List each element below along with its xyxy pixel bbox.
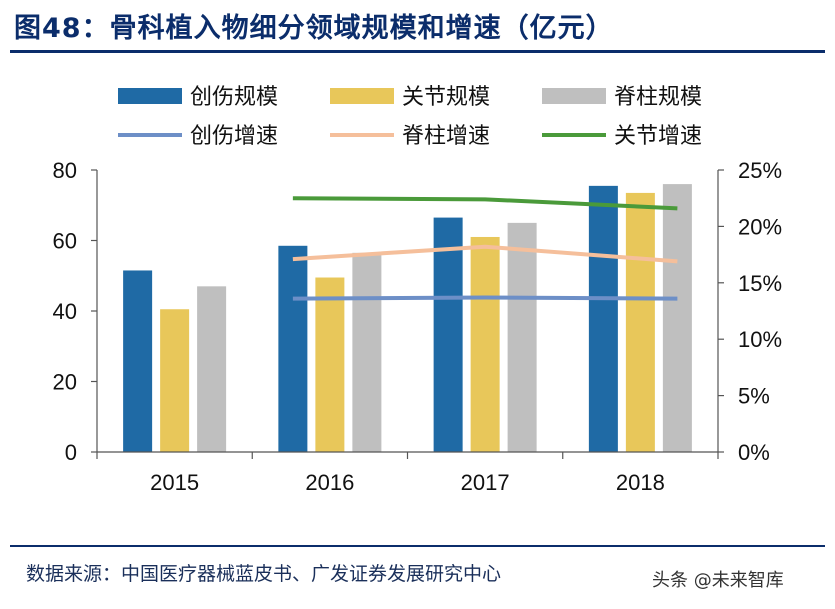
y-left-tick-label: 60 bbox=[53, 229, 77, 254]
bar-关节规模-2018 bbox=[625, 192, 655, 452]
legend-label-脊柱增速: 脊柱增速 bbox=[402, 124, 490, 149]
x-tick-label-2017: 2017 bbox=[461, 470, 510, 495]
chart-title: 图48：骨科植入物细分领域规模和增速（亿元） bbox=[14, 13, 614, 44]
axes: 0 20 40 60 80 0% 5% 10% 15% 20% 25% 2015 2016 2017 201… bbox=[53, 158, 783, 495]
x-tick-label-2018: 2018 bbox=[616, 470, 665, 495]
legend-label-创伤增速: 创伤增速 bbox=[190, 124, 278, 149]
bar-关节规模-2016 bbox=[315, 277, 345, 452]
bar-脊柱规模-2016 bbox=[352, 252, 382, 452]
bar-脊柱规模-2017 bbox=[507, 222, 537, 452]
bar-group bbox=[123, 184, 692, 453]
source-note: 数据来源：中国医疗器械蓝皮书、广发证券发展研究中心 bbox=[26, 563, 502, 585]
y-right-tick-label: 15% bbox=[738, 271, 782, 296]
watermark: 头条 @未来智库 bbox=[652, 570, 784, 591]
bar-创伤规模-2018 bbox=[588, 185, 618, 453]
line-脊柱增速 bbox=[292, 244, 678, 264]
source-divider bbox=[10, 545, 825, 547]
x-tick-label-2016: 2016 bbox=[305, 470, 354, 495]
x-tick-label-2015: 2015 bbox=[150, 470, 199, 495]
bar-脊柱规模-2015 bbox=[197, 286, 227, 452]
legend-label-关节规模: 关节规模 bbox=[402, 85, 490, 110]
line-创伤增速 bbox=[292, 295, 678, 301]
line-关节增速 bbox=[292, 196, 678, 211]
y-left-tick-label: 20 bbox=[53, 370, 77, 395]
bar-创伤规模-2016 bbox=[278, 245, 308, 452]
bar-创伤规模-2015 bbox=[123, 270, 153, 452]
legend-label-脊柱规模: 脊柱规模 bbox=[614, 85, 702, 110]
y-right-tick-label: 10% bbox=[738, 327, 782, 352]
legend-swatch-创伤规模 bbox=[118, 88, 182, 104]
bar-关节规模-2015 bbox=[160, 309, 190, 452]
line-group bbox=[292, 196, 678, 301]
bar-创伤规模-2017 bbox=[433, 217, 463, 452]
y-left-tick-label: 40 bbox=[53, 299, 77, 324]
legend-swatch-关节规模 bbox=[330, 88, 394, 104]
y-right-tick-label: 5% bbox=[738, 384, 770, 409]
y-right-tick-label: 25% bbox=[738, 158, 782, 183]
y-left-tick-label: 0 bbox=[65, 440, 77, 465]
title-divider bbox=[10, 50, 825, 53]
y-right-tick-label: 0% bbox=[738, 440, 770, 465]
legend-swatch-脊柱规模 bbox=[542, 88, 606, 104]
legend-label-关节增速: 关节增速 bbox=[614, 124, 702, 149]
y-left-tick-label: 80 bbox=[53, 158, 77, 183]
bar-脊柱规模-2018 bbox=[662, 184, 692, 452]
legend-label-创伤规模: 创伤规模 bbox=[190, 85, 278, 110]
bar-关节规模-2017 bbox=[470, 236, 500, 452]
y-right-tick-label: 20% bbox=[738, 214, 782, 239]
